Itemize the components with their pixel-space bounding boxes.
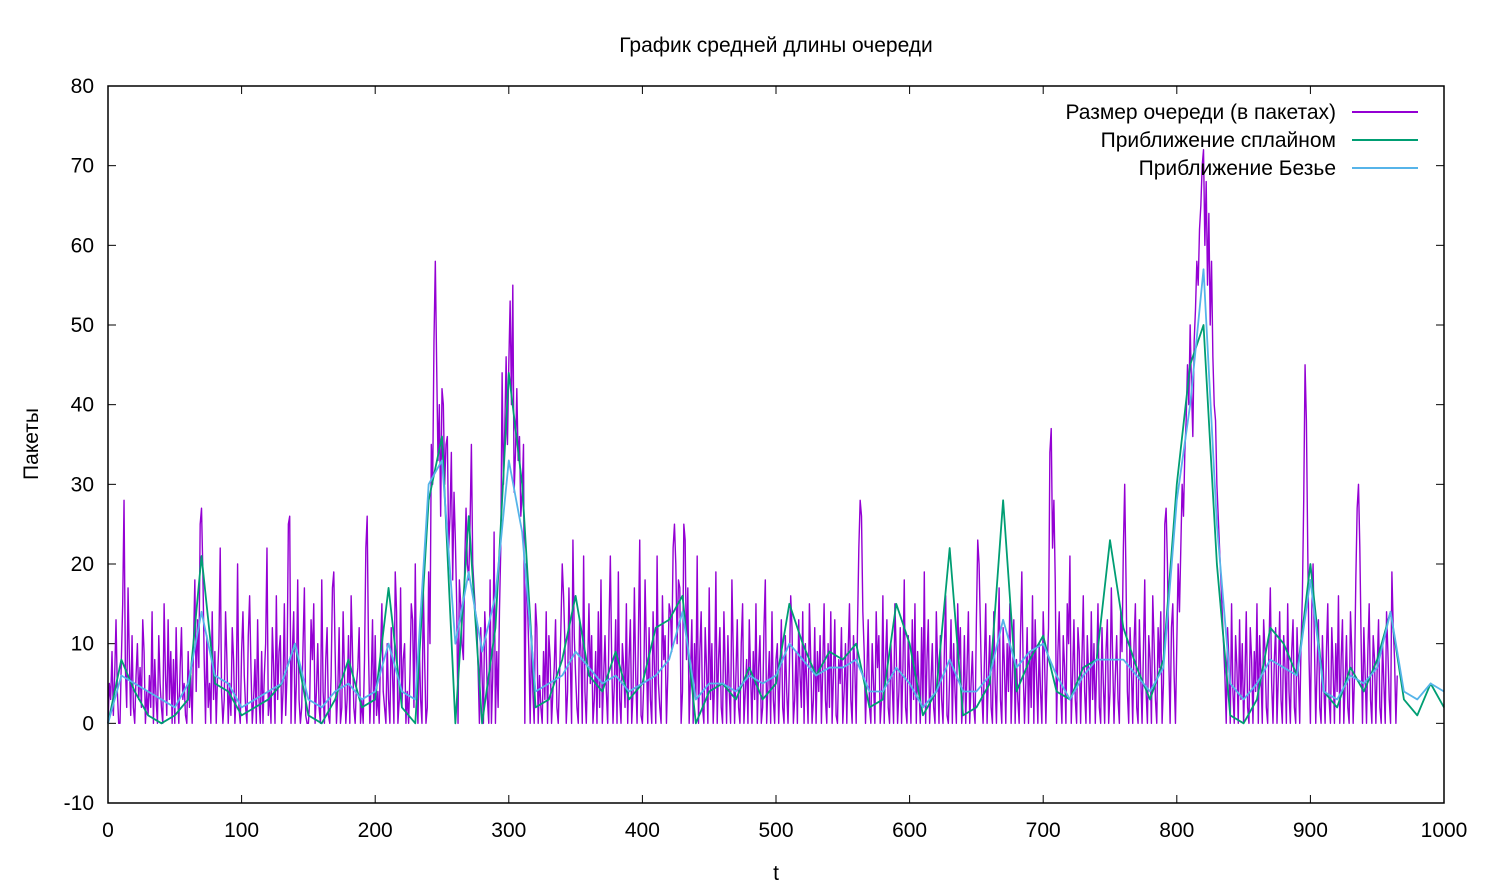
y-tick-label: 0 <box>82 712 94 735</box>
legend-label-1: Приближение сплайном <box>1101 129 1336 152</box>
y-axis-label: Пакеты <box>20 408 43 480</box>
x-tick-label: 0 <box>102 819 114 842</box>
x-tick-label: 700 <box>1026 819 1061 842</box>
y-tick-label: 20 <box>71 553 94 576</box>
y-tick-label: -10 <box>64 792 94 815</box>
y-tick-label: 40 <box>71 394 94 417</box>
series-layer <box>107 149 1445 725</box>
axis-ticks: 0 100 200 300 400 500 600 700 800 900 1000 -10 0 10 20… <box>64 75 1468 842</box>
series-line-2 <box>107 268 1445 724</box>
x-tick-label: 200 <box>358 819 393 842</box>
legend: Размер очереди (в пакетах) Приближение сп… <box>1065 101 1418 180</box>
legend-label-2: Приближение Безье <box>1139 157 1336 180</box>
x-axis-label: t <box>773 862 779 885</box>
x-tick-label: 900 <box>1293 819 1328 842</box>
x-tick-label: 600 <box>892 819 927 842</box>
series-line-1 <box>107 324 1445 725</box>
x-tick-label: 1000 <box>1421 819 1468 842</box>
x-tick-label: 300 <box>491 819 526 842</box>
y-tick-label: 70 <box>71 155 94 178</box>
y-tick-label: 50 <box>71 314 94 337</box>
plot-frame <box>107 85 1445 804</box>
y-tick-label: 10 <box>71 633 94 656</box>
y-tick-label: 30 <box>71 473 94 496</box>
y-tick-label: 80 <box>71 75 94 98</box>
chart-title: График средней длины очереди <box>619 34 933 57</box>
legend-label-0: Размер очереди (в пакетах) <box>1065 101 1336 124</box>
series-line-0 <box>107 149 1398 725</box>
x-tick-label: 400 <box>625 819 660 842</box>
x-tick-label: 100 <box>224 819 259 842</box>
x-tick-label: 800 <box>1159 819 1194 842</box>
x-tick-label: 500 <box>758 819 793 842</box>
y-tick-label: 60 <box>71 234 94 257</box>
